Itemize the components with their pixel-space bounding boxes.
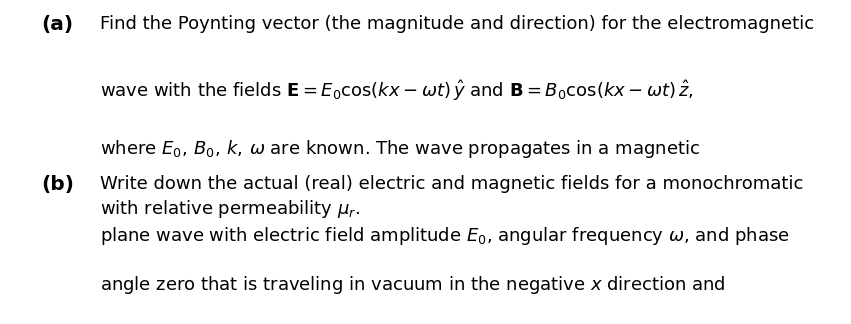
Text: Write down the actual (real) electric and magnetic fields for a monochromatic: Write down the actual (real) electric an…	[100, 175, 804, 193]
Text: wave with the fields $\mathbf{E} = E_0\cos(kx - \omega t)\,\hat{y}$ and $\mathbf: wave with the fields $\mathbf{E} = E_0\c…	[100, 78, 694, 102]
Text: (a): (a)	[41, 15, 73, 34]
Text: with relative permeability $\mu_r$.: with relative permeability $\mu_r$.	[100, 198, 361, 220]
Text: Find the Poynting vector (the magnitude and direction) for the electromagnetic: Find the Poynting vector (the magnitude …	[100, 15, 814, 33]
Text: where $E_0,\,B_0,\,k,\,\omega$ are known. The wave propagates in a magnetic: where $E_0,\,B_0,\,k,\,\omega$ are known…	[100, 138, 700, 160]
Text: (b): (b)	[41, 175, 74, 194]
Text: angle zero that is traveling in vacuum in the negative $x$ direction and: angle zero that is traveling in vacuum i…	[100, 274, 726, 296]
Text: plane wave with electric field amplitude $E_0$, angular frequency $\omega$, and : plane wave with electric field amplitude…	[100, 225, 791, 247]
Text: polarized in the $z$ direction.: polarized in the $z$ direction.	[100, 322, 346, 324]
